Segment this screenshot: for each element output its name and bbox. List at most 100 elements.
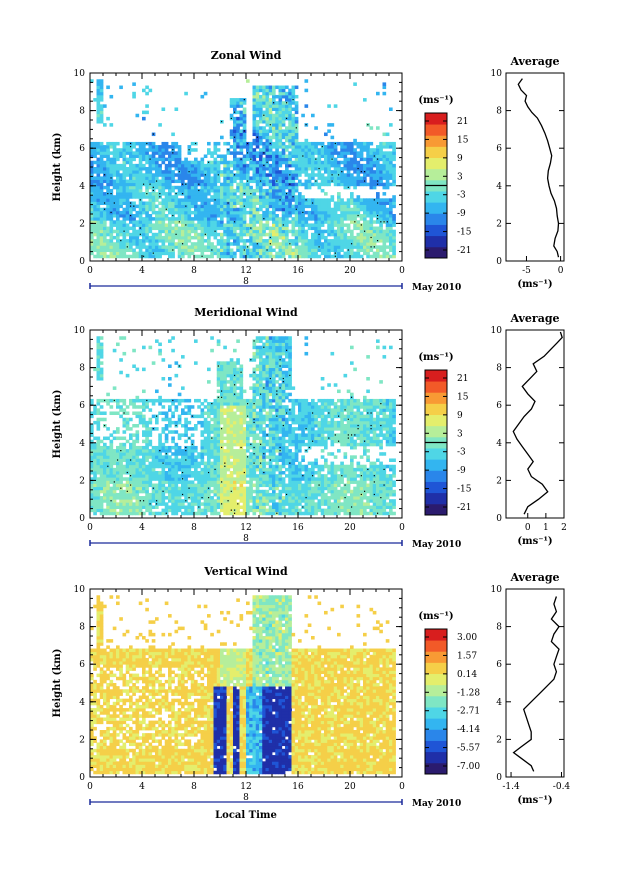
heatmap-cell xyxy=(99,217,104,221)
average-x-tick-label: 0 xyxy=(558,266,564,276)
heatmap-cell xyxy=(132,486,136,491)
heatmap-cell xyxy=(161,210,166,215)
heatmap-cell xyxy=(99,79,104,83)
heatmap-cell xyxy=(301,157,305,162)
heatmap-cell xyxy=(229,232,234,237)
heatmap-cell xyxy=(210,511,214,516)
heatmap-cell xyxy=(216,436,221,441)
heatmap-cell xyxy=(236,160,240,165)
heatmap-cell xyxy=(129,185,133,190)
heatmap-cell xyxy=(103,242,107,246)
heatmap-cell xyxy=(249,210,253,215)
heatmap-cell xyxy=(346,170,351,174)
heatmap-cell xyxy=(259,192,263,196)
heatmap-cell xyxy=(142,471,146,475)
heatmap-cell xyxy=(106,210,110,215)
heatmap-cell xyxy=(278,254,283,259)
heatmap-cell xyxy=(320,214,325,218)
heatmap-cell xyxy=(132,511,136,516)
heatmap-cell xyxy=(161,185,166,190)
heatmap-cell xyxy=(158,402,162,406)
heatmap-cell xyxy=(116,229,120,234)
heatmap-cell xyxy=(346,141,351,146)
heatmap-cell xyxy=(194,502,198,506)
contour-dot xyxy=(289,174,291,176)
heatmap-cell xyxy=(220,377,224,381)
heatmap-cell xyxy=(281,239,286,243)
heatmap-cell xyxy=(135,141,140,146)
heatmap-cell xyxy=(285,113,289,118)
heatmap-cell xyxy=(343,185,348,190)
heatmap-cell xyxy=(337,229,341,234)
heatmap-cell xyxy=(96,508,101,513)
contour-dot xyxy=(204,233,206,235)
heatmap-cell xyxy=(350,229,354,234)
heatmap-cell xyxy=(242,182,247,187)
heatmap-cell xyxy=(158,502,162,506)
heatmap-cell xyxy=(99,439,104,444)
heatmap-cell xyxy=(226,214,231,218)
heatmap-cell xyxy=(174,499,179,503)
heatmap-cell xyxy=(168,223,172,227)
heatmap-cell xyxy=(389,242,393,246)
heatmap-cell xyxy=(99,188,104,193)
heatmap-cell xyxy=(99,195,104,199)
heatmap-cell xyxy=(285,107,289,111)
heatmap-cell xyxy=(272,98,276,102)
heatmap-cell xyxy=(203,502,208,506)
heatmap-cell xyxy=(255,170,260,174)
heatmap-cell xyxy=(226,210,231,215)
heatmap-cell xyxy=(350,220,354,224)
heatmap-cell xyxy=(333,173,338,177)
heatmap-cell xyxy=(187,226,192,231)
heatmap-cell xyxy=(90,179,94,184)
heatmap-cell xyxy=(168,489,172,494)
heatmap-cell xyxy=(265,245,270,249)
heatmap-cell xyxy=(132,492,136,497)
heatmap-cell xyxy=(343,229,348,234)
contour-dot xyxy=(159,193,161,195)
heatmap-cell xyxy=(96,339,101,343)
heatmap-cell xyxy=(213,160,218,165)
heatmap-cell xyxy=(324,248,328,252)
heatmap-cell xyxy=(168,408,172,412)
heatmap-cell xyxy=(161,192,166,196)
contour-dot xyxy=(165,512,167,514)
heatmap-cell xyxy=(168,235,172,240)
heatmap-cell xyxy=(200,173,205,177)
heatmap-cell xyxy=(291,116,296,121)
heatmap-cell xyxy=(311,113,315,118)
heatmap-cell xyxy=(181,179,185,184)
heatmap-cell xyxy=(168,195,172,199)
contour-dot xyxy=(292,196,294,198)
contour-dot xyxy=(220,481,223,483)
heatmap-cell xyxy=(155,339,159,343)
heatmap-cell xyxy=(177,235,182,240)
heatmap-cell xyxy=(138,151,143,155)
heatmap-cell xyxy=(161,160,166,165)
x-tick-label: 0 xyxy=(87,266,93,276)
contour-dot xyxy=(370,236,372,239)
heatmap-cell xyxy=(340,214,344,218)
heatmap-cell xyxy=(184,207,188,212)
heatmap-cell xyxy=(184,474,188,478)
heatmap-cell xyxy=(288,129,292,133)
heatmap-cell xyxy=(168,179,172,184)
heatmap-cell xyxy=(278,248,283,252)
heatmap-cell xyxy=(291,251,296,256)
heatmap-cell xyxy=(200,245,205,249)
heatmap-cell xyxy=(216,160,221,165)
heatmap-cell xyxy=(90,223,94,227)
heatmap-cell xyxy=(181,505,185,509)
heatmap-cell xyxy=(184,185,188,190)
heatmap-cell xyxy=(317,248,322,252)
heatmap-cell xyxy=(246,198,250,202)
heatmap-cell xyxy=(129,471,133,475)
heatmap-cell xyxy=(220,373,224,378)
heatmap-cell xyxy=(259,98,263,102)
heatmap-cell xyxy=(119,505,123,509)
heatmap-cell xyxy=(132,364,136,368)
heatmap-cell xyxy=(210,442,214,447)
heatmap-cell xyxy=(116,148,120,152)
heatmap-cell xyxy=(369,242,374,246)
